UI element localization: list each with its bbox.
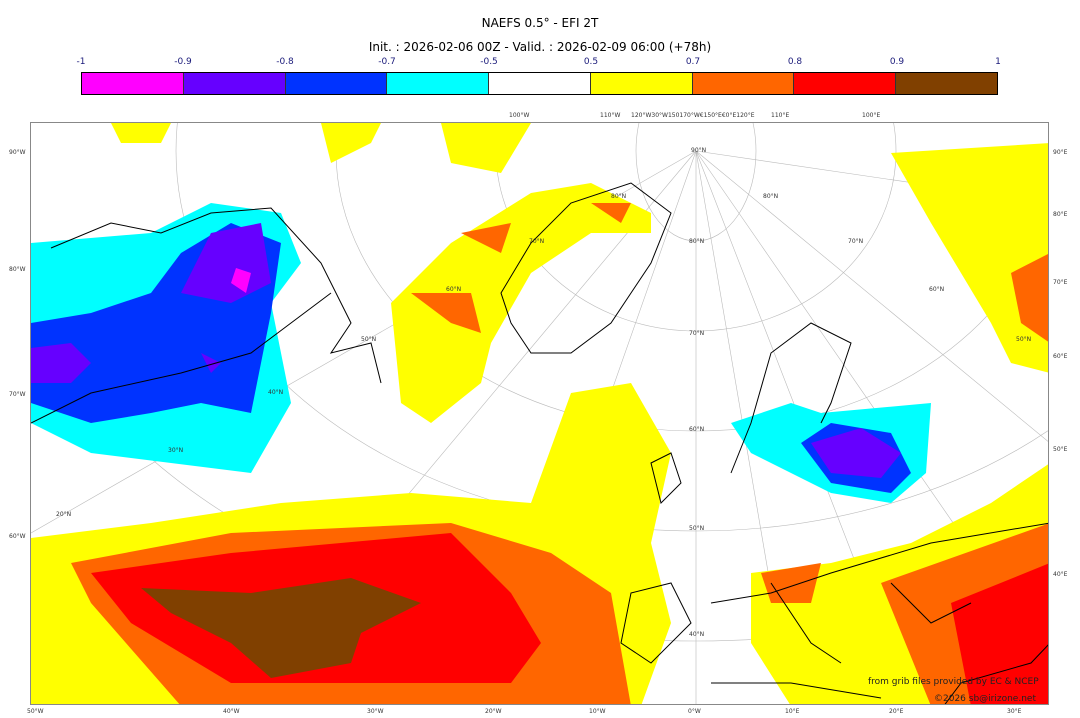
left-lon-label: 80°W	[9, 266, 26, 273]
cold-anomaly-purple-west	[31, 223, 271, 383]
bottom-lon-label: 0°W	[688, 708, 701, 715]
chart-subtitle: Init. : 2026-02-06 00Z - Valid. : 2026-0…	[368, 40, 712, 54]
chart-title: NAEFS 0.5° - EFI 2T	[481, 16, 599, 30]
bottom-lon-label: 10°W	[589, 708, 606, 715]
lat-label: 50°N	[361, 336, 377, 343]
colorbar-tick: -0.7	[378, 57, 396, 67]
lat-label: 60°N	[929, 286, 945, 293]
left-lon-label: 70°W	[9, 391, 26, 398]
map-canvas	[31, 123, 1048, 704]
cold-anomaly-purple-east	[811, 428, 901, 478]
bottom-lon-label: 10°E	[785, 708, 800, 715]
top-lon-label: 100°W	[509, 112, 530, 119]
colorbar-segment	[896, 73, 998, 94]
colorbar	[81, 72, 998, 95]
left-lon-label: 90°W	[9, 149, 26, 156]
top-lon-label: 120°W30°W150170°W€150°E€0°E120°E	[631, 112, 755, 119]
top-lon-label: 110°E	[771, 112, 790, 119]
colorbar-segment	[387, 73, 490, 94]
efi-fields	[31, 123, 1048, 704]
right-lon-label: 70°E	[1053, 279, 1068, 286]
lat-label: 40°N	[689, 631, 705, 638]
right-lon-label: 40°E	[1053, 571, 1068, 578]
lat-label: 70°N	[689, 330, 705, 337]
lat-label: 80°N	[611, 193, 627, 200]
colorbar-segment	[590, 73, 693, 94]
warm-anomaly-yellow-greenland	[391, 183, 651, 423]
copyright: ©2026 sb@irizone.net	[934, 694, 1036, 704]
colorbar-segment	[794, 73, 897, 94]
lat-label: 50°N	[1016, 336, 1032, 343]
cold-anomaly-magenta	[231, 268, 251, 293]
left-lon-label: 60°W	[9, 533, 26, 540]
colorbar-segment	[489, 73, 591, 94]
warm-anomaly-brown	[141, 578, 421, 678]
warm-anomaly-yellow-north	[111, 123, 531, 173]
top-lon-label: 100°E	[862, 112, 881, 119]
bottom-lon-label: 20°W	[485, 708, 502, 715]
bottom-lon-label: 50°W	[27, 708, 44, 715]
top-lon-label: 110°W	[600, 112, 621, 119]
colorbar-tick: -0.5	[480, 57, 498, 67]
right-lon-label: 50°E	[1053, 446, 1068, 453]
colorbar-tick: -0.9	[174, 57, 192, 67]
bottom-lon-label: 30°W	[367, 708, 384, 715]
lat-label: 50°N	[689, 525, 705, 532]
lat-label: 70°N	[529, 238, 545, 245]
lat-label: 40°N	[268, 389, 284, 396]
bottom-lon-label: 40°W	[223, 708, 240, 715]
lat-label: 60°N	[689, 426, 705, 433]
bottom-lon-label: 20°E	[889, 708, 904, 715]
colorbar-segment	[285, 73, 388, 94]
colorbar-tick: -1	[76, 57, 86, 67]
colorbar-tick: 1	[995, 57, 1001, 67]
colorbar-segment	[692, 73, 795, 94]
colorbar-tick: 0.7	[685, 57, 701, 67]
lat-label: 80°N	[689, 238, 705, 245]
warm-anomaly-yellow-east	[891, 143, 1048, 373]
lat-label: 30°N	[168, 447, 184, 454]
lat-label: 80°N	[763, 193, 779, 200]
colorbar-tick: 0.9	[889, 57, 905, 67]
bottom-lon-label: 30°E	[1007, 708, 1022, 715]
source-credit: from grib files provided by EC & NCEP	[868, 677, 1039, 687]
right-lon-label: 80°E	[1053, 211, 1068, 218]
coastlines	[31, 182, 1048, 704]
lat-label: 20°N	[56, 511, 72, 518]
lat-label: 90°N	[691, 147, 707, 154]
lat-label: 60°N	[446, 286, 462, 293]
colorbar-tick: 0.5	[583, 57, 599, 67]
efi-map: 90°N 80°N 70°N 60°N 50°N 40°N 20°N 70°N …	[30, 122, 1049, 705]
colorbar-segment	[82, 73, 184, 94]
right-lon-label: 60°E	[1053, 353, 1068, 360]
colorbar-tick: 0.8	[787, 57, 803, 67]
colorbar-tick: -0.8	[276, 57, 294, 67]
colorbar-segment	[183, 73, 286, 94]
right-lon-label: 90°E	[1053, 149, 1068, 156]
lat-label: 70°N	[848, 238, 864, 245]
